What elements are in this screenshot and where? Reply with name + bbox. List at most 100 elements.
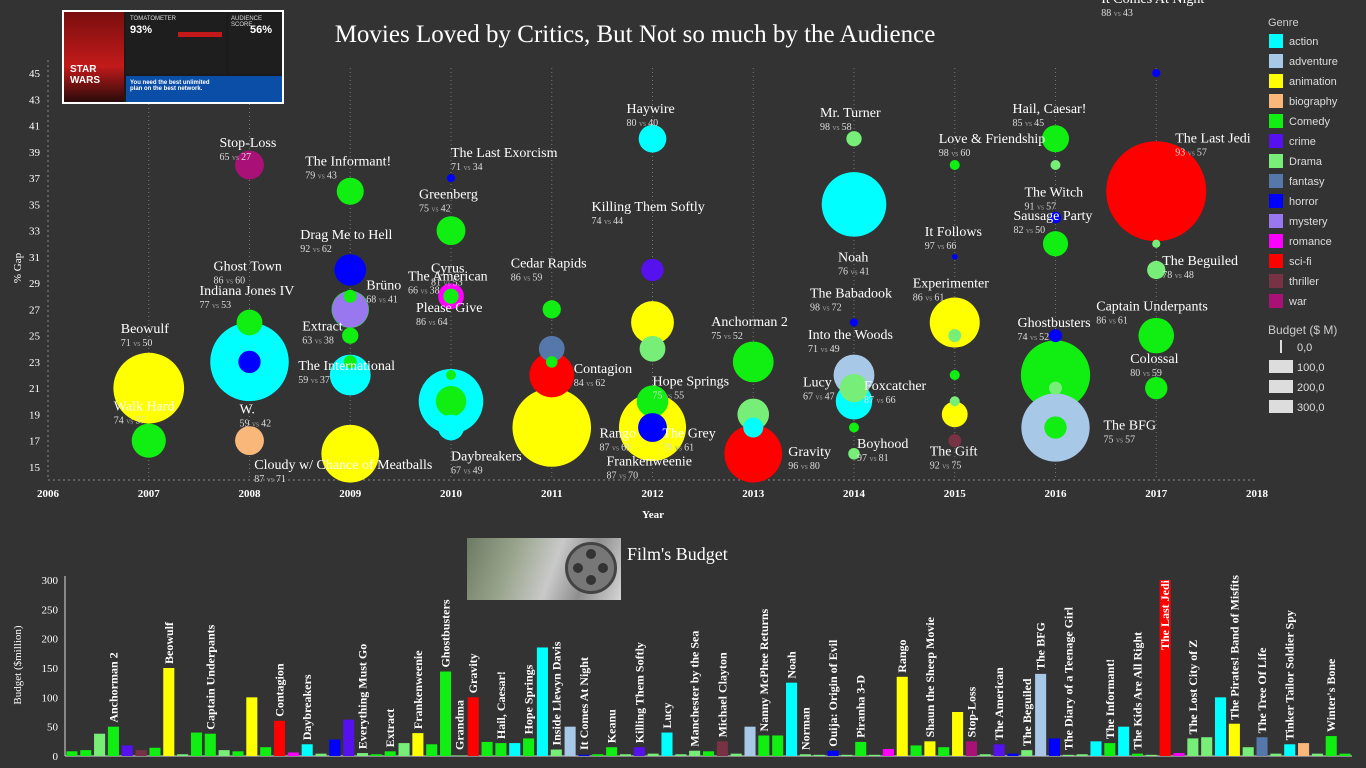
scatter-point[interactable] (732, 341, 774, 383)
budget-bar[interactable] (412, 733, 424, 756)
scatter-point[interactable] (1050, 160, 1061, 170)
budget-bar[interactable] (702, 751, 715, 756)
scatter-point[interactable] (1145, 376, 1168, 400)
scatter-point[interactable] (1049, 211, 1062, 224)
budget-bar[interactable] (1284, 744, 1296, 756)
budget-bar[interactable] (1228, 723, 1240, 756)
budget-bar[interactable] (163, 668, 175, 756)
budget-bar[interactable] (938, 747, 950, 756)
scatter-point[interactable] (929, 297, 980, 348)
scatter-point[interactable] (951, 253, 958, 260)
scatter-point[interactable] (343, 355, 357, 369)
scatter-point[interactable] (131, 423, 166, 458)
legend-swatch[interactable] (1269, 194, 1283, 208)
budget-bar[interactable] (190, 732, 203, 756)
budget-bar[interactable] (965, 741, 977, 756)
scatter-point[interactable] (941, 401, 968, 428)
budget-bar[interactable] (882, 748, 894, 756)
scatter-point[interactable] (1138, 317, 1175, 354)
budget-bar[interactable] (1325, 736, 1337, 756)
budget-bar[interactable] (495, 743, 507, 756)
budget-bar[interactable] (536, 647, 548, 756)
budget-bar[interactable] (467, 697, 479, 756)
scatter-point[interactable] (1042, 231, 1069, 257)
scatter-point[interactable] (512, 388, 592, 467)
budget-bar[interactable] (232, 751, 244, 756)
scatter-point[interactable] (949, 160, 960, 170)
legend-label[interactable]: sci-fi (1289, 256, 1312, 268)
scatter-point[interactable] (331, 291, 369, 328)
legend-label[interactable]: fantasy (1289, 176, 1325, 188)
scatter-point[interactable] (113, 352, 185, 424)
budget-bar[interactable] (1035, 673, 1047, 756)
scatter-point[interactable] (949, 396, 960, 407)
scatter-point[interactable] (638, 413, 667, 442)
budget-bar[interactable] (177, 754, 189, 756)
budget-bar[interactable] (384, 751, 396, 756)
budget-bar[interactable] (952, 712, 964, 756)
scatter-point[interactable] (631, 301, 674, 344)
budget-bar[interactable] (481, 741, 493, 756)
scatter-point[interactable] (724, 424, 783, 483)
legend-swatch[interactable] (1269, 294, 1283, 308)
scatter-point[interactable] (329, 354, 371, 396)
scatter-point[interactable] (1152, 69, 1161, 78)
budget-bar[interactable] (1270, 753, 1282, 756)
budget-bar[interactable] (1118, 726, 1130, 756)
scatter-point[interactable] (236, 309, 263, 336)
budget-bar[interactable] (1311, 753, 1323, 756)
scatter-point[interactable] (1147, 260, 1166, 280)
budget-bar[interactable] (592, 754, 604, 756)
budget-bar[interactable] (370, 754, 382, 756)
budget-bar[interactable] (107, 726, 119, 756)
budget-bar[interactable] (979, 754, 991, 756)
scatter-point[interactable] (1044, 416, 1067, 439)
budget-bar[interactable] (218, 750, 230, 756)
budget-bar[interactable] (426, 744, 438, 756)
budget-bar[interactable] (80, 750, 92, 756)
budget-bar[interactable] (440, 671, 452, 756)
budget-bar[interactable] (453, 755, 465, 756)
budget-bar[interactable] (1242, 747, 1254, 756)
budget-bar[interactable] (343, 719, 355, 756)
budget-bar[interactable] (315, 753, 327, 756)
scatter-point[interactable] (948, 434, 962, 448)
budget-bar[interactable] (287, 752, 299, 756)
legend-swatch[interactable] (1269, 154, 1283, 168)
budget-bar[interactable] (619, 754, 632, 756)
budget-bar[interactable] (1048, 738, 1061, 756)
legend-label[interactable]: horror (1289, 196, 1319, 208)
budget-bar[interactable] (329, 739, 341, 756)
scatter-point[interactable] (638, 124, 667, 153)
scatter-point[interactable] (821, 172, 887, 237)
budget-bar[interactable] (855, 741, 867, 756)
scatter-point[interactable] (948, 329, 962, 343)
scatter-point[interactable] (436, 216, 466, 246)
scatter-point[interactable] (848, 447, 860, 460)
scatter-point[interactable] (839, 373, 869, 403)
legend-swatch[interactable] (1269, 214, 1283, 228)
scatter-point[interactable] (1020, 340, 1091, 410)
legend-label[interactable]: mystery (1289, 216, 1328, 228)
budget-bar[interactable] (1298, 743, 1310, 756)
legend-swatch[interactable] (1269, 174, 1283, 188)
budget-bar[interactable] (716, 741, 728, 756)
budget-bar[interactable] (94, 733, 106, 756)
budget-bar[interactable] (772, 735, 784, 756)
legend-swatch[interactable] (1269, 74, 1283, 88)
scatter-point[interactable] (849, 422, 859, 433)
budget-bar[interactable] (1201, 737, 1213, 756)
scatter-point[interactable] (949, 370, 960, 380)
scatter-point[interactable] (538, 335, 565, 362)
budget-bar[interactable] (121, 745, 133, 756)
legend-swatch[interactable] (1269, 114, 1283, 128)
budget-bar[interactable] (813, 754, 825, 756)
budget-bar[interactable] (1173, 753, 1185, 756)
scatter-point[interactable] (639, 335, 666, 362)
legend-swatch[interactable] (1269, 254, 1283, 268)
scatter-point[interactable] (636, 385, 669, 418)
legend-label[interactable]: war (1288, 296, 1307, 308)
legend-label[interactable]: adventure (1289, 56, 1338, 68)
budget-bar[interactable] (896, 676, 908, 756)
budget-bar[interactable] (1062, 754, 1074, 756)
